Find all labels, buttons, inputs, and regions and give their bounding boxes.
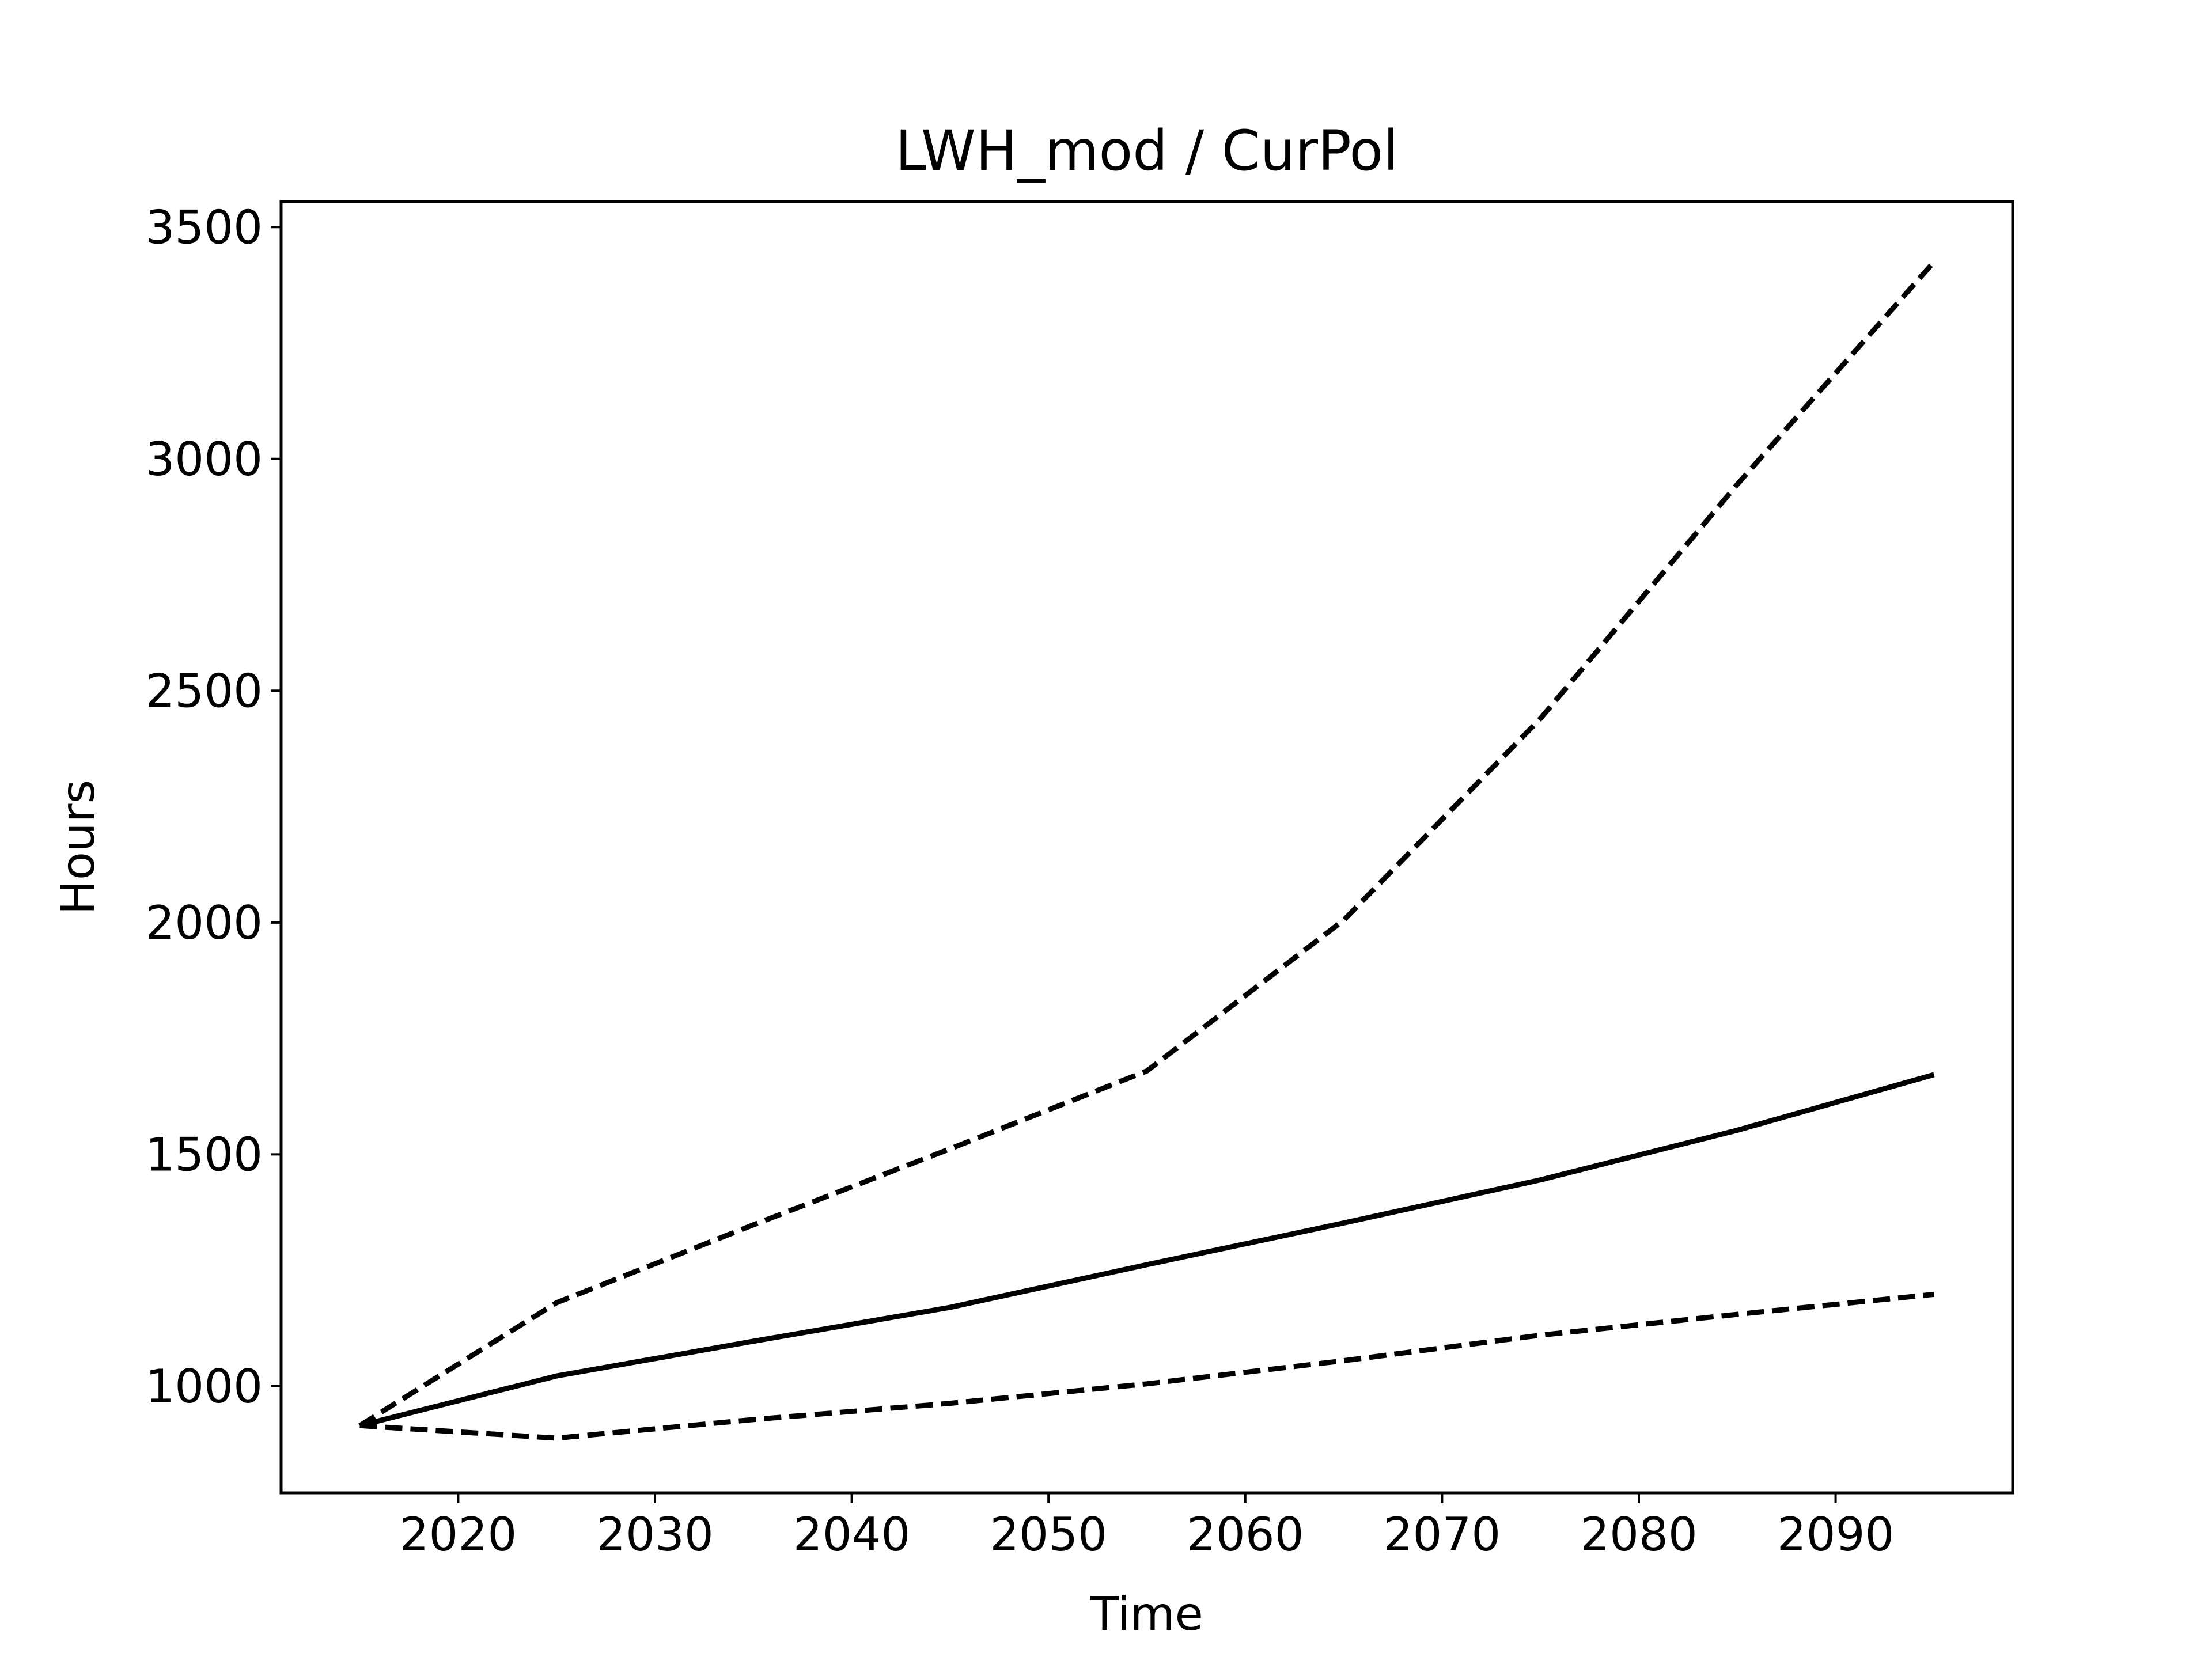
y-tick-label: 1500 (145, 1128, 263, 1181)
series-line-3 (359, 1291, 1934, 1441)
x-tick-label: 2020 (400, 1508, 517, 1561)
x-tick-label: 2050 (990, 1508, 1107, 1561)
series-layer (358, 260, 1936, 1441)
series-line-1 (359, 1072, 1935, 1428)
x-tick-label: 2080 (1580, 1508, 1698, 1561)
y-tick-label: 2000 (145, 896, 263, 950)
y-tick-label: 2500 (145, 664, 263, 718)
chart-title: LWH_mod / CurPol (895, 119, 1399, 183)
y-axis: 1000 1500 2000 2500 3000 3500 (145, 200, 281, 1413)
x-axis-label: Time (1090, 1587, 1203, 1641)
y-tick-label: 3500 (145, 200, 263, 254)
x-tick-label: 2060 (1187, 1508, 1304, 1561)
y-tick-label: 1000 (145, 1360, 263, 1413)
x-axis: 2020 2030 2040 2050 2060 2070 2080 2090 (400, 1493, 1895, 1561)
plot-frame (279, 200, 2014, 1495)
x-tick-label: 2030 (596, 1508, 714, 1561)
y-axis-label: Hours (51, 780, 105, 915)
series-line-2 (358, 260, 1936, 1428)
x-tick-label: 2040 (793, 1508, 911, 1561)
x-tick-label: 2070 (1384, 1508, 1501, 1561)
y-tick-label: 3000 (145, 433, 263, 486)
x-tick-label: 2090 (1777, 1508, 1895, 1561)
